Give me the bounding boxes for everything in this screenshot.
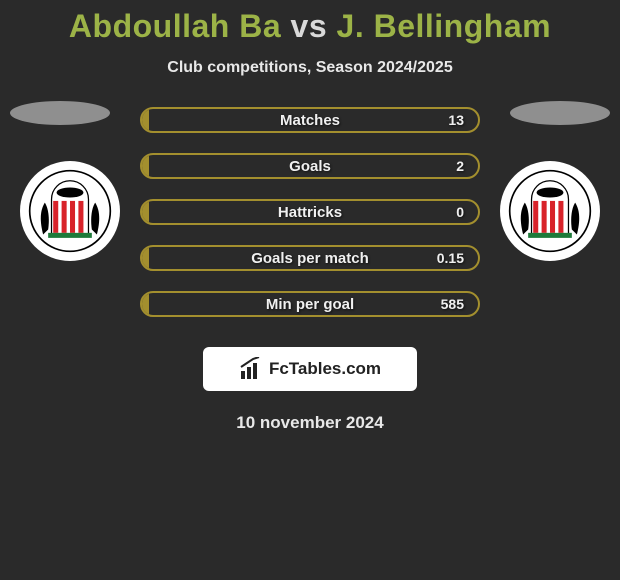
club-crest-icon (28, 169, 112, 253)
stat-row: Hattricks0 (140, 199, 480, 225)
stat-value-right: 2 (456, 158, 464, 174)
attribution-text: FcTables.com (269, 359, 381, 379)
stat-label: Goals per match (142, 250, 478, 267)
stat-label: Goals (142, 158, 478, 175)
stat-row: Min per goal585 (140, 291, 480, 317)
attribution-box: FcTables.com (203, 347, 417, 391)
stat-row: Matches13 (140, 107, 480, 133)
stat-label: Min per goal (142, 296, 478, 313)
stat-row: Goals2 (140, 153, 480, 179)
competition-subtitle: Club competitions, Season 2024/2025 (0, 59, 620, 77)
player2-club-badge (500, 161, 600, 261)
stat-value-right: 0 (456, 204, 464, 220)
stat-value-right: 0.15 (437, 250, 464, 266)
stats-area: Matches13 Goals2 Hattricks0 Goals per match… (0, 107, 620, 317)
stat-row: Goals per match0.15 (140, 245, 480, 271)
player1-club-badge (20, 161, 120, 261)
club-crest-icon (508, 169, 592, 253)
stat-label: Hattricks (142, 204, 478, 221)
stat-value-right: 585 (441, 296, 464, 312)
bar-chart-icon (239, 357, 263, 381)
snapshot-date: 10 november 2024 (0, 413, 620, 433)
stat-rows: Matches13 Goals2 Hattricks0 Goals per match… (140, 107, 480, 317)
comparison-title: Abdoullah Ba vs J. Bellingham (0, 8, 620, 45)
player2-name: J. Bellingham (337, 8, 552, 44)
player1-name: Abdoullah Ba (69, 8, 281, 44)
player2-shadow-ellipse (510, 101, 610, 125)
stat-value-right: 13 (448, 112, 464, 128)
player1-shadow-ellipse (10, 101, 110, 125)
vs-label: vs (291, 8, 328, 44)
stat-label: Matches (142, 112, 478, 129)
